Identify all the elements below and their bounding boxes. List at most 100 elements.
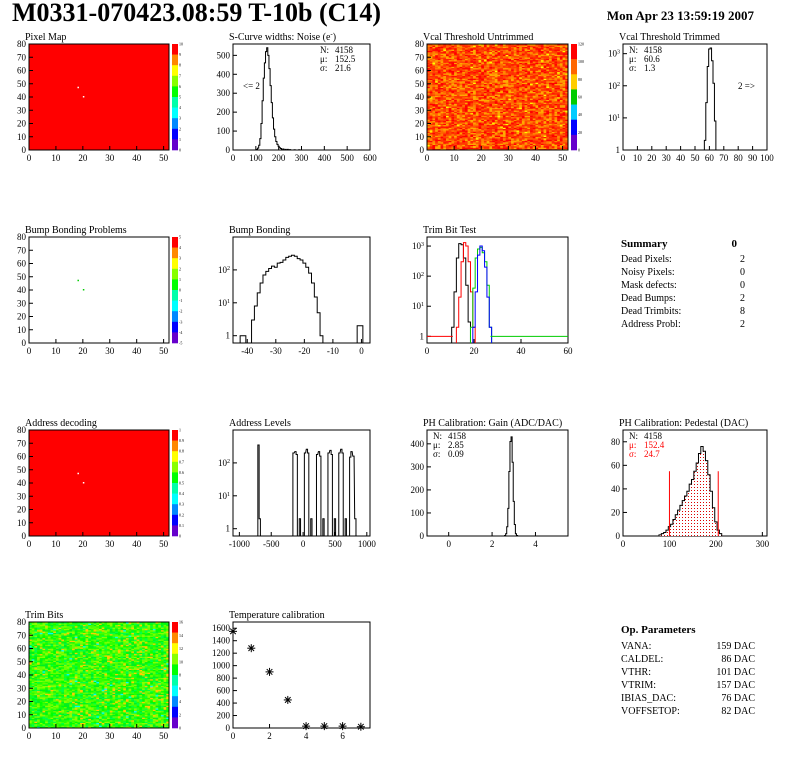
vcal-trimmed-xtick-label: 70 bbox=[719, 153, 729, 163]
temperature-calibration-ytick-label: 800 bbox=[217, 673, 231, 683]
summary-row-label: Dead Bumps: bbox=[621, 293, 676, 304]
op-param-label: CALDEL: bbox=[621, 654, 663, 665]
trim-bit-test-series-blue bbox=[472, 245, 493, 343]
trim-bits-ytick-label: 50 bbox=[17, 657, 27, 667]
summary-row-value: 2 bbox=[740, 254, 745, 265]
bump-problems-ytick-label: 50 bbox=[17, 272, 27, 282]
vcal-trimmed-stat-value: 60.6 bbox=[644, 54, 660, 64]
scurve-widths-ytick-label: 100 bbox=[217, 126, 231, 136]
scurve-widths-bars bbox=[255, 47, 301, 151]
ph-gain-title: PH Calibration: Gain (ADC/DAC) bbox=[423, 418, 562, 429]
pixel-map-ytick-label: 50 bbox=[17, 79, 27, 89]
trim-bits-ytick-label: 40 bbox=[17, 670, 27, 680]
op-param-label: VOFFSETOP: bbox=[621, 706, 680, 717]
ph-pedestal-stat-value: 152.4 bbox=[644, 440, 665, 450]
ph-gain-xtick-label: 4 bbox=[533, 539, 538, 549]
bump-bonding-chart: Bump Bonding -40 -30 -20 -10 0 1 101 102 bbox=[218, 225, 371, 356]
address-decoding-xtick-label: 30 bbox=[105, 539, 115, 549]
address-decoding-colorbar-label: 0.2 bbox=[179, 512, 184, 517]
bump-problems-ytick-label: 60 bbox=[17, 259, 27, 269]
temperature-calibration-ytick-label: 1000 bbox=[212, 661, 231, 671]
address-levels-chart: Address Levels -1000 -500 0 500 1000 1 101 102 bbox=[218, 418, 376, 549]
address-decoding-colorbar-label: 0 bbox=[179, 534, 181, 539]
timestamp: Mon Apr 23 13:59:19 2007 bbox=[606, 8, 754, 23]
summary-title: Summary bbox=[621, 238, 668, 250]
trim-bits-xtick-label: 50 bbox=[159, 731, 169, 741]
vcal-untrimmed-ytick-label: 0 bbox=[420, 145, 425, 155]
scurve-widths-xtick-label: 0 bbox=[231, 153, 236, 163]
scurve-widths-stat-value: 152.5 bbox=[335, 54, 356, 64]
temperature-calibration-ytick-label: 200 bbox=[217, 711, 231, 721]
trim-bit-test-xtick-label: 40 bbox=[517, 346, 527, 356]
pixel-map-colorbar-label: 0 bbox=[179, 148, 181, 153]
bump-problems-colorbar-label: 4 bbox=[179, 245, 181, 250]
vcal-trimmed-xtick-label: 10 bbox=[633, 153, 643, 163]
bump-problems-colorbar-label: 2 bbox=[179, 266, 181, 271]
trim-bits-xtick-label: 40 bbox=[132, 731, 142, 741]
summary-row-label: Noisy Pixels: bbox=[621, 267, 675, 278]
bump-problems-outlier bbox=[77, 279, 79, 282]
vcal-untrimmed-chart: Vcal Threshold Untrimmed0204060801001200… bbox=[415, 32, 584, 163]
temperature-calibration-point bbox=[265, 667, 274, 676]
pixel-map-fill bbox=[29, 44, 169, 150]
ph-gain-xtick-label: 0 bbox=[446, 539, 451, 549]
vcal-trimmed-stat-label: μ: bbox=[629, 54, 636, 64]
vcal-untrimmed-colorbar-label: 60 bbox=[578, 95, 582, 100]
address-levels-ytick-label: 101 bbox=[218, 491, 230, 501]
vcal-trimmed-ytick-label: 102 bbox=[608, 81, 620, 91]
vcal-untrimmed-colorbar-label: 40 bbox=[578, 112, 582, 117]
trim-bits-ytick-label: 0 bbox=[22, 723, 27, 733]
address-levels-xtick-label: -1000 bbox=[229, 539, 250, 549]
bump-bonding-bars bbox=[239, 254, 364, 343]
bump-problems-title: Bump Bonding Problems bbox=[25, 225, 127, 236]
trim-bit-test-ytick-label: 103 bbox=[412, 241, 424, 251]
scurve-widths-ytick-label: 300 bbox=[217, 88, 231, 98]
trim-bit-test-title: Trim Bit Test bbox=[423, 225, 476, 236]
trim-bits-ytick-label: 10 bbox=[17, 710, 27, 720]
pixel-map-xtick-label: 0 bbox=[27, 153, 32, 163]
trim-bits-colorbar-label: 4 bbox=[179, 699, 181, 704]
vcal-trimmed-ytick-label: 103 bbox=[608, 49, 620, 59]
bump-problems-colorbar-label: 0 bbox=[179, 288, 181, 293]
pixel-map-colorbar-label: 3 bbox=[179, 116, 181, 121]
temperature-calibration-point bbox=[302, 722, 311, 731]
ph-pedestal-ytick-label: 60 bbox=[611, 460, 621, 470]
address-decoding-colorbar-label: 0.9 bbox=[179, 438, 184, 443]
summary-row-value: 0 bbox=[740, 280, 745, 291]
address-decoding-xtick-label: 50 bbox=[159, 539, 169, 549]
trim-bit-test-chart: Trim Bit Test 0 20 40 60 1 101 102 103 bbox=[412, 225, 573, 356]
address-levels-xtick-label: -500 bbox=[263, 539, 280, 549]
ph-pedestal-stat-label: N: bbox=[629, 431, 638, 441]
vcal-trimmed-stat-value: 4158 bbox=[644, 45, 663, 55]
bump-bonding-ytick-label: 101 bbox=[218, 298, 230, 308]
pixel-map-xtick-label: 10 bbox=[51, 153, 61, 163]
scurve-widths-xtick-label: 100 bbox=[249, 153, 263, 163]
bump-bonding-frame bbox=[232, 236, 371, 344]
summary-panel: Summary 0 Dead Pixels: 2 Noisy Pixels: 0 Mas… bbox=[621, 238, 745, 330]
trim-bits-colorbar-label: 2 bbox=[179, 712, 181, 717]
trim-bits-colorbar-label: 16 bbox=[179, 620, 183, 625]
vcal-trimmed-xtick-label: 90 bbox=[748, 153, 758, 163]
address-decoding-colorbar-label: 0.4 bbox=[179, 491, 184, 496]
pixel-map-colorbar-label: 7 bbox=[179, 73, 181, 78]
address-decoding-colorbar-label: 0.5 bbox=[179, 481, 184, 486]
ph-pedestal-stat-label: σ: bbox=[629, 449, 636, 459]
op-param-label: IBIAS_DAC: bbox=[621, 693, 676, 704]
ph-gain-frame bbox=[426, 429, 569, 537]
address-decoding-xtick-label: 10 bbox=[51, 539, 61, 549]
vcal-trimmed-stat-label: N: bbox=[629, 45, 638, 55]
vcal-trimmed-ytick-label: 1 bbox=[616, 145, 621, 155]
vcal-untrimmed-xtick-label: 0 bbox=[425, 153, 430, 163]
address-decoding-ytick-label: 20 bbox=[17, 505, 27, 515]
bump-problems-xtick-label: 0 bbox=[27, 346, 32, 356]
bump-bonding-ytick-label: 1 bbox=[226, 331, 231, 341]
address-levels-frame bbox=[232, 429, 371, 537]
vcal-untrimmed-ytick-label: 80 bbox=[415, 39, 425, 49]
vcal-trimmed-title: Vcal Threshold Trimmed bbox=[619, 32, 720, 43]
temperature-calibration-point bbox=[320, 722, 329, 731]
vcal-untrimmed-colorbar-label: 80 bbox=[578, 77, 582, 82]
vcal-trimmed-xtick-label: 20 bbox=[647, 153, 657, 163]
summary-row-label: Mask defects: bbox=[621, 280, 677, 291]
ph-pedestal-ytick-label: 40 bbox=[611, 484, 621, 494]
temperature-calibration-ytick-label: 0 bbox=[226, 723, 231, 733]
